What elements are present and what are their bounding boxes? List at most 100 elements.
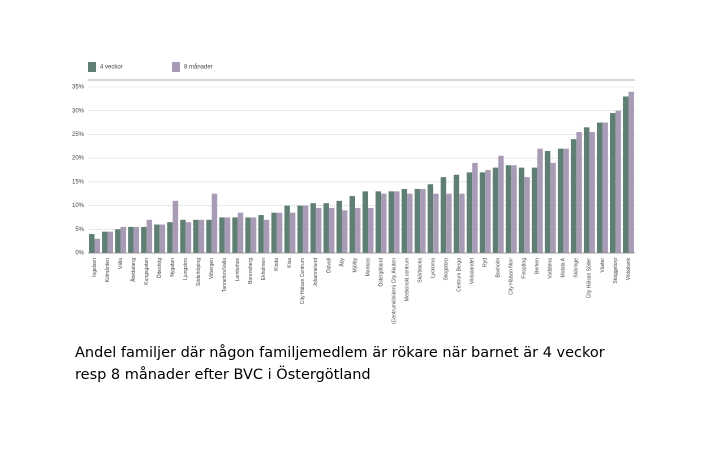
x-tick-label: Kisa <box>287 258 293 268</box>
y-tick-label: 20% <box>72 156 85 162</box>
bar <box>328 207 335 253</box>
x-tick-label: Väster <box>600 258 606 273</box>
bar <box>245 217 251 253</box>
bar <box>120 226 127 253</box>
bar <box>167 222 173 253</box>
bar <box>289 212 296 253</box>
x-tick-label: Söderköping <box>196 258 202 286</box>
chart: 0% 5% 10% 15% 20% 25% 30% 35% 4 veckor 8 månader I… <box>72 62 635 324</box>
x-tick-label: Tannefors/Valla <box>222 258 228 292</box>
bar <box>596 122 603 253</box>
bar <box>323 203 329 253</box>
bar <box>427 184 434 253</box>
bar <box>159 224 166 253</box>
bar <box>193 219 199 253</box>
legend-swatch <box>172 62 180 72</box>
bar <box>472 162 478 253</box>
legend-label: 4 veckor <box>100 65 123 71</box>
x-tick-label: Mantorp <box>365 258 371 277</box>
x-tick-label: Ödeshög <box>156 258 163 279</box>
bar <box>89 234 95 253</box>
x-tick-label: Mjölby <box>352 258 358 273</box>
x-tick-label: Vikbolsvik <box>626 258 632 281</box>
legend-swatch <box>88 62 96 72</box>
bar <box>407 193 413 253</box>
bar <box>180 219 186 253</box>
x-tick-label: Ryd <box>483 258 489 267</box>
bar <box>133 226 140 253</box>
y-tick-label: 25% <box>72 132 85 138</box>
bar <box>232 217 238 253</box>
bar <box>211 193 218 253</box>
x-tick-label: Ekholmen <box>261 258 267 280</box>
bar <box>336 200 342 253</box>
bar <box>284 205 290 253</box>
bar <box>258 215 264 253</box>
bar <box>354 207 361 253</box>
bar <box>550 162 556 253</box>
x-tick-label: Åby <box>338 258 345 267</box>
bar <box>420 188 426 253</box>
y-tick-label: 10% <box>72 203 85 209</box>
x-tick-label: Skäringe <box>574 258 580 278</box>
x-tick-label: Berken <box>535 258 541 274</box>
bar <box>315 207 322 253</box>
bar <box>505 165 512 253</box>
bar <box>198 219 205 253</box>
bar <box>623 96 629 253</box>
bar <box>414 188 421 253</box>
bar <box>206 219 212 253</box>
x-tick-label: Lyckorna <box>430 258 436 278</box>
bar <box>250 217 257 253</box>
x-tick-label: Skäggetorp <box>613 258 619 284</box>
y-tick-label: 0% <box>75 251 84 257</box>
x-tick-label: Centrum Berga <box>457 258 463 292</box>
x-tick-label: Östvall <box>325 258 332 273</box>
bar <box>146 219 153 253</box>
bar <box>531 167 538 253</box>
bar <box>141 226 147 253</box>
bar <box>570 139 577 253</box>
bar <box>479 172 486 253</box>
bar <box>576 132 582 253</box>
caption-line: resp 8 månader efter BVC i Östergötland <box>75 367 371 383</box>
bar <box>557 148 564 253</box>
bar <box>297 205 303 253</box>
x-tick-label: Kungsgatan <box>144 258 150 285</box>
x-tick-label: Borensberg <box>248 258 254 284</box>
x-tick-label: Vilbergen <box>209 258 215 279</box>
bar <box>524 177 530 253</box>
bar <box>368 207 374 253</box>
x-tick-label: Nygatan <box>170 258 176 277</box>
bar <box>492 167 499 253</box>
bar <box>498 155 504 253</box>
bar <box>341 210 348 253</box>
x-tick-label: City Hälsan Söder <box>587 258 593 299</box>
bar <box>433 193 439 253</box>
bar <box>362 191 369 253</box>
bar <box>102 231 108 253</box>
y-tick-label: 15% <box>72 179 85 185</box>
y-tick-label: 5% <box>75 227 84 233</box>
bar <box>263 219 270 253</box>
legend-label: 8 månader <box>184 64 213 71</box>
bar <box>185 222 192 253</box>
x-tick-label: Vadstena <box>548 258 554 279</box>
bar <box>563 148 569 253</box>
bar <box>583 127 590 253</box>
bar <box>615 110 621 253</box>
x-tick-label: Kinda <box>274 258 280 271</box>
x-tick-label: Vikbolandet <box>470 257 476 284</box>
bar <box>459 193 465 253</box>
bar <box>446 193 452 253</box>
bar <box>544 151 551 253</box>
x-tick-label: City Hälsan Norr <box>509 258 515 295</box>
bar <box>224 217 231 253</box>
caption-line: Andel familjer där någon familjemedlem ä… <box>75 345 605 361</box>
x-tick-label: Kolmården <box>104 258 111 282</box>
x-tick-label: Skärblacka <box>417 258 423 283</box>
bar <box>602 122 608 253</box>
bar <box>310 203 316 253</box>
x-tick-label: Välla <box>118 258 124 269</box>
bar <box>107 231 114 253</box>
